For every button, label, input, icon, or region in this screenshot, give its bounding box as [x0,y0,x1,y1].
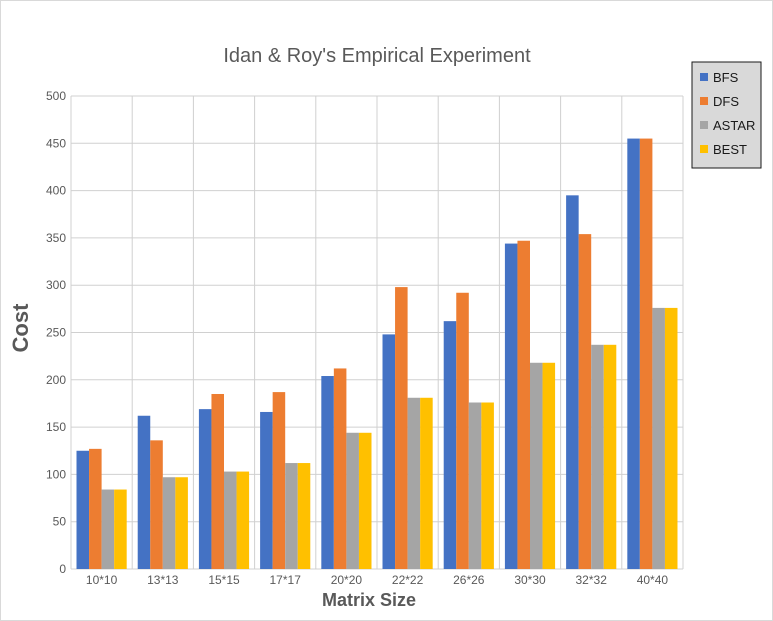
bar-bfs [198,409,212,569]
bar-dfs [211,393,224,569]
bar-best [664,307,678,569]
chart-title: Idan & Roy's Empirical Experiment [223,45,531,67]
legend-label-astar: ASTAR [713,118,755,133]
bar-astar [468,402,482,569]
x-tick-label: 10*10 [86,573,118,587]
y-tick-label: 500 [46,89,66,103]
bar-best [542,362,556,569]
bar-bfs [321,376,334,569]
bar-astar [101,489,115,569]
legend-swatch-dfs [700,97,708,105]
bar-best [175,477,188,569]
bar-dfs [89,448,102,569]
legend-swatch-best [700,145,708,153]
x-tick-label: 20*20 [331,573,363,587]
bar-dfs [333,368,347,569]
bar-astar [285,463,298,569]
x-tick-label: 22*22 [392,573,424,587]
legend-swatch-bfs [700,73,708,81]
bar-bfs [137,415,151,569]
x-tick-label: 32*32 [576,573,608,587]
bars [76,138,678,570]
y-axis-title: Cost [8,303,33,353]
y-tick-label: 300 [46,278,66,292]
bar-dfs [578,234,592,569]
bar-bfs [382,334,396,569]
bar-best [236,471,250,569]
legend-label-bfs: BFS [713,70,739,85]
bar-dfs [517,240,530,569]
bar-bfs [443,321,457,569]
x-tick-label: 26*26 [453,573,485,587]
legend-label-best: BEST [713,142,747,157]
bar-best [420,397,433,569]
bar-dfs [395,287,408,569]
y-tick-label: 200 [46,373,66,387]
bar-astar [162,477,176,569]
legend-swatch-astar [700,121,708,129]
bar-best [297,463,311,569]
x-tick-label: 30*30 [514,573,546,587]
bar-astar [591,344,604,569]
legend: BFS DFS ASTAR BEST [691,61,762,169]
y-tick-label: 100 [46,467,66,481]
bar-bfs [76,450,90,569]
bar-astar [224,471,237,569]
bar-bfs [627,138,640,569]
y-tick-label: 50 [53,515,67,529]
x-tick-label: 40*40 [637,573,669,587]
x-axis-title: Matrix Size [322,590,416,610]
x-axis-ticks: 10*10 13*13 15*15 17*17 20*20 22*22 26*26 30*30… [86,573,668,587]
y-tick-label: 0 [59,562,66,576]
y-tick-label: 350 [46,231,66,245]
x-tick-label: 13*13 [147,573,179,587]
bar-best [358,432,372,569]
legend-label-dfs: DFS [713,94,739,109]
gridlines [70,95,684,570]
bar-bfs [260,411,273,569]
y-axis-ticks: 0 50 100 150 200 250 300 350 400 450 500 [46,89,66,576]
x-tick-label: 17*17 [270,573,302,587]
bar-astar [407,397,421,569]
y-tick-label: 250 [46,326,66,340]
bar-astar [530,362,543,569]
bar-dfs [456,292,469,569]
bar-best [603,344,617,569]
bar-astar [346,432,359,569]
y-tick-label: 400 [46,184,66,198]
bar-best [114,489,127,569]
bar-dfs [639,138,653,569]
y-tick-label: 150 [46,420,66,434]
bar-bfs [504,243,518,570]
bar-best [481,402,494,569]
bar-astar [652,307,665,569]
bar-dfs [272,392,286,569]
bar-dfs [150,440,163,569]
bar-bfs [566,195,579,569]
x-tick-label: 15*15 [208,573,240,587]
y-tick-label: 450 [46,136,66,150]
